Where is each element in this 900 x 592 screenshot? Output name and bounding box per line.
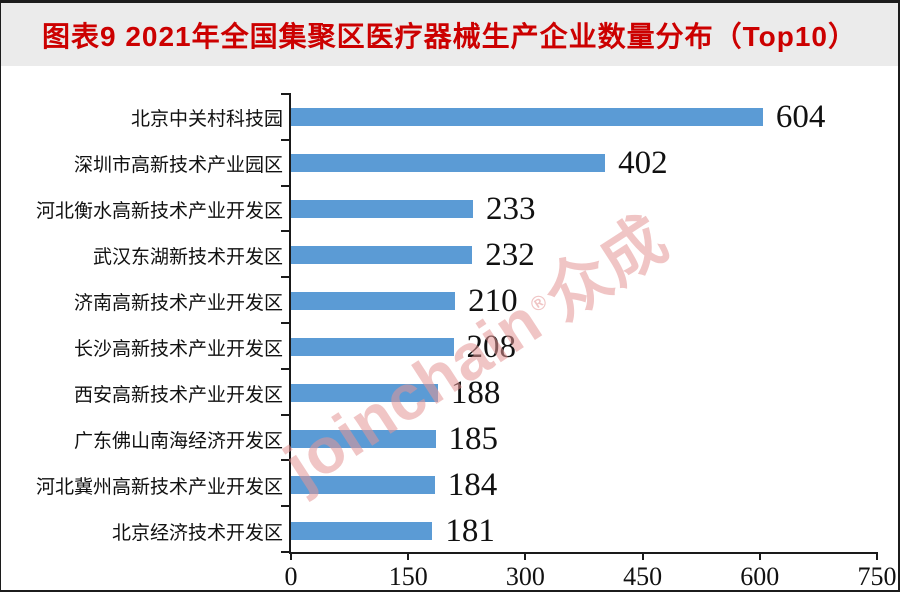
- x-axis-tick: [641, 552, 644, 560]
- value-label: 184: [447, 466, 498, 503]
- plot-area: 北京中关村科技园 604 深圳市高新技术产业园区 402 河北衡水高新技术产业开发区 23…: [36, 93, 897, 590]
- x-axis-tick: [407, 552, 410, 560]
- bar: [291, 522, 433, 540]
- bar: [291, 292, 456, 310]
- bar: [291, 476, 435, 494]
- bar-row: 广东佛山南海经济开发区 185: [74, 416, 877, 462]
- bar: [291, 154, 606, 172]
- category-label: 河北衡水高新技术产业开发区: [35, 200, 283, 222]
- bar-row: 北京经济技术开发区 181: [112, 508, 877, 554]
- bar: [291, 338, 454, 356]
- bar-row: 长沙高新技术产业开发区 208: [74, 324, 877, 370]
- value-label: 232: [485, 236, 535, 273]
- category-label: 武汉东湖新技术开发区: [92, 246, 283, 268]
- y-axis-tick: [281, 230, 291, 233]
- bar-rows: 北京中关村科技园 604 深圳市高新技术产业园区 402 河北衡水高新技术产业开发区 23…: [36, 94, 877, 554]
- category-label: 河北冀州高新技术产业开发区: [35, 476, 283, 498]
- bar-row: 西安高新技术产业开发区 188: [74, 370, 877, 416]
- bar-row: 深圳市高新技术产业园区 402: [74, 140, 877, 186]
- y-axis-tick: [281, 367, 291, 370]
- y-axis-tick: [281, 459, 291, 462]
- bar-row: 北京中关村科技园 604: [131, 94, 877, 140]
- x-axis-tick-label: 0: [284, 562, 298, 591]
- y-axis-tick: [281, 322, 291, 324]
- y-axis-tick: [281, 413, 291, 416]
- x-axis-tick-label: 150: [388, 562, 428, 591]
- y-axis-tick: [281, 93, 291, 95]
- x-axis-tick-label: 450: [623, 562, 663, 591]
- y-axis-tick: [281, 551, 291, 553]
- value-label: 185: [448, 420, 499, 457]
- value-label: 233: [486, 190, 536, 227]
- x-axis-tick: [524, 552, 527, 560]
- value-label: 181: [445, 512, 495, 549]
- x-axis-tick: [758, 552, 761, 560]
- chart-title-bar: 图表9 2021年全国集聚区医疗器械生产企业数量分布（Top10）: [1, 3, 898, 66]
- category-label: 长沙高新技术产业开发区: [73, 338, 283, 360]
- value-label: 210: [468, 282, 518, 319]
- category-label: 北京经济技术开发区: [111, 522, 283, 544]
- category-label: 西安高新技术产业开发区: [73, 384, 283, 406]
- category-label: 济南高新技术产业开发区: [73, 292, 283, 314]
- value-label: 208: [466, 328, 517, 365]
- bar-row: 河北冀州高新技术产业开发区 184: [36, 462, 877, 508]
- y-axis-tick: [281, 184, 291, 187]
- y-axis-tick: [281, 138, 291, 141]
- bar-row: 济南高新技术产业开发区 210: [74, 278, 877, 324]
- y-axis-tick: [281, 276, 291, 279]
- bar: [291, 200, 474, 218]
- category-label: 北京中关村科技园: [130, 108, 283, 130]
- bar: [291, 384, 438, 402]
- category-label: 深圳市高新技术产业园区: [73, 154, 283, 176]
- bar-row: 河北衡水高新技术产业开发区 233: [36, 186, 877, 232]
- value-label: 402: [618, 144, 668, 181]
- bar: [291, 108, 763, 126]
- chart-title: 图表9 2021年全国集聚区医疗器械生产企业数量分布（Top10）: [41, 20, 858, 52]
- x-axis-tick: [876, 552, 878, 560]
- bar: [291, 430, 436, 448]
- x-axis-tick: [290, 552, 292, 560]
- bar-row: 武汉东湖新技术开发区 232: [93, 232, 877, 278]
- category-label: 广东佛山南海经济开发区: [73, 430, 283, 452]
- value-label: 188: [450, 374, 501, 411]
- x-axis-tick-label: 300: [505, 562, 545, 591]
- x-axis-tick-label: 750: [857, 562, 897, 591]
- y-axis-tick: [281, 505, 291, 508]
- bar: [291, 246, 473, 264]
- value-label: 604: [775, 98, 826, 135]
- x-axis-tick-label: 600: [740, 562, 780, 591]
